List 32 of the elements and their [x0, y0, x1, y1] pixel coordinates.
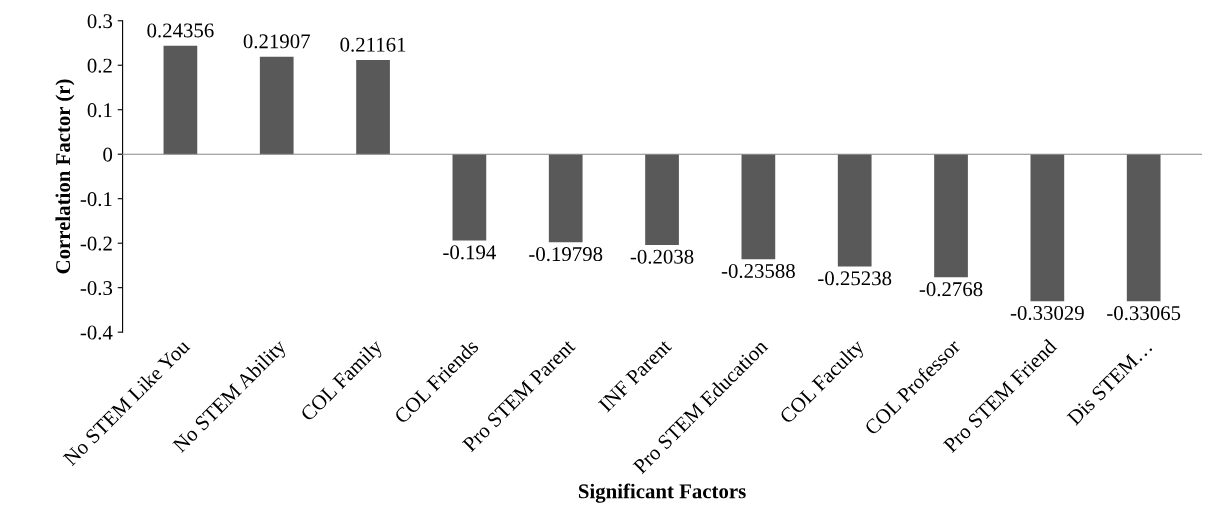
data-label: -0.33065	[1107, 306, 1181, 321]
y-tick-label: 0	[103, 147, 113, 162]
bar	[645, 154, 679, 245]
bar	[1030, 154, 1065, 302]
data-label: -0.23588	[721, 263, 795, 279]
data-label: -0.33029	[1010, 305, 1084, 321]
bar	[259, 56, 294, 155]
data-label: -0.194	[443, 245, 496, 260]
y-tick-label: -0.2	[80, 236, 112, 251]
data-label: -0.2038	[630, 249, 694, 264]
y-tick-label: -0.1	[80, 192, 112, 207]
bar	[837, 154, 872, 267]
bar	[163, 45, 198, 155]
y-tick-label: 0.1	[87, 103, 112, 118]
bar	[452, 154, 487, 241]
x-axis-title: Significant Factors	[578, 483, 746, 503]
bar	[1126, 154, 1161, 302]
data-label: 0.21161	[340, 37, 406, 52]
bar	[548, 154, 583, 243]
data-label: -0.19798	[529, 247, 603, 262]
y-tick-label: -0.3	[80, 281, 113, 296]
y-axis-title: Correlation Factor (r)	[55, 79, 75, 274]
bar	[934, 154, 968, 278]
y-tick-label: 0.3	[87, 14, 113, 29]
bar	[356, 60, 390, 155]
y-tick-label: -0.4	[80, 325, 113, 340]
data-label: -0.2768	[919, 282, 983, 297]
data-label: 0.24356	[147, 23, 214, 38]
y-tick-label: 0.2	[87, 58, 112, 73]
bar	[741, 154, 776, 260]
data-label: -0.25238	[818, 271, 892, 286]
data-label: 0.21907	[243, 34, 310, 49]
